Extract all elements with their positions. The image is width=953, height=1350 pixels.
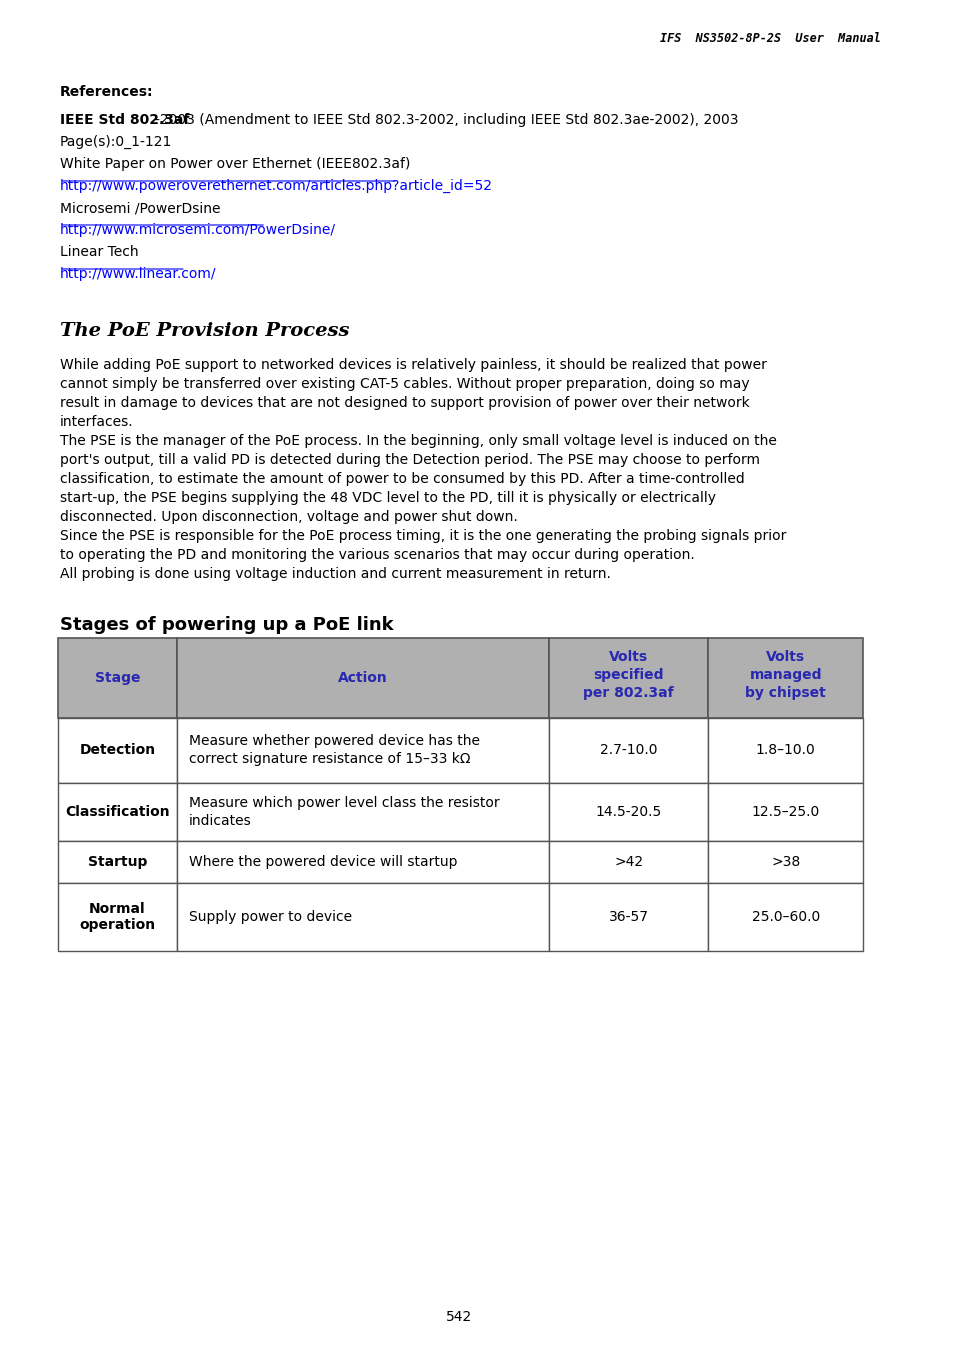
Text: by chipset: by chipset [744,686,825,701]
Bar [58,841,177,883]
Text: per 802.3af: per 802.3af [583,686,674,701]
Text: -2003 (Amendment to IEEE Std 802.3-2002, including IEEE Std 802.3ae-2002), 2003: -2003 (Amendment to IEEE Std 802.3-2002,… [155,113,738,127]
Text: IFS  NS3502-8P-2S  User  Manual: IFS NS3502-8P-2S User Manual [659,32,880,45]
Text: Linear Tech: Linear Tech [60,244,138,259]
Text: 1.8–10.0: 1.8–10.0 [755,744,815,757]
Text: Startup: Startup [88,855,147,869]
Text: start-up, the PSE begins supplying the 48 VDC level to the PD, till it is physic: start-up, the PSE begins supplying the 4… [60,491,715,505]
Text: Supply power to device: Supply power to device [189,910,352,923]
Text: disconnected. Upon disconnection, voltage and power shut down.: disconnected. Upon disconnection, voltag… [60,510,517,524]
Text: 36-57: 36-57 [608,910,648,923]
Text: Measure whether powered device has the: Measure whether powered device has the [189,734,479,748]
Text: The PoE Provision Process: The PoE Provision Process [60,323,349,340]
Text: Classification: Classification [65,805,170,819]
Text: http://www.poweroverethernet.com/articles.php?article_id=52: http://www.poweroverethernet.com/article… [60,180,492,193]
Bar [58,783,177,841]
Text: correct signature resistance of 15–33 kΩ: correct signature resistance of 15–33 kΩ [189,752,470,767]
Bar [708,639,862,718]
Text: Stage: Stage [94,671,140,684]
Bar [708,883,862,950]
Text: Action: Action [337,671,388,684]
Bar [548,639,708,718]
Bar [177,841,548,883]
Text: managed: managed [749,668,821,682]
Text: Detection: Detection [79,744,155,757]
Text: The PSE is the manager of the PoE process. In the beginning, only small voltage : The PSE is the manager of the PoE proces… [60,433,776,448]
Text: Normal
operation: Normal operation [79,902,155,932]
Text: result in damage to devices that are not designed to support provision of power : result in damage to devices that are not… [60,396,749,410]
Bar [177,718,548,783]
Bar [708,718,862,783]
Bar [177,883,548,950]
Text: cannot simply be transferred over existing CAT-5 cables. Without proper preparat: cannot simply be transferred over existi… [60,377,748,392]
Text: Microsemi /PowerDsine: Microsemi /PowerDsine [60,201,220,215]
Text: Stages of powering up a PoE link: Stages of powering up a PoE link [60,616,393,634]
Text: classification, to estimate the amount of power to be consumed by this PD. After: classification, to estimate the amount o… [60,472,743,486]
Text: specified: specified [593,668,663,682]
Text: Page(s):0_1-121: Page(s):0_1-121 [60,135,172,148]
Text: References:: References: [60,85,153,99]
Text: Volts: Volts [765,649,804,664]
Text: White Paper on Power over Ethernet (IEEE802.3af): White Paper on Power over Ethernet (IEEE… [60,157,410,171]
Text: All probing is done using voltage induction and current measurement in return.: All probing is done using voltage induct… [60,567,610,580]
Bar [548,841,708,883]
Text: >38: >38 [770,855,800,869]
Text: 25.0–60.0: 25.0–60.0 [751,910,819,923]
Text: port's output, till a valid PD is detected during the Detection period. The PSE : port's output, till a valid PD is detect… [60,454,759,467]
Text: Where the powered device will startup: Where the powered device will startup [189,855,456,869]
Text: 542: 542 [446,1310,472,1324]
Bar [708,841,862,883]
Bar [708,783,862,841]
Bar [548,718,708,783]
Text: to operating the PD and monitoring the various scenarios that may occur during o: to operating the PD and monitoring the v… [60,548,694,562]
Text: >42: >42 [614,855,642,869]
Bar [58,718,177,783]
Bar [177,639,548,718]
Bar [177,783,548,841]
Bar [548,883,708,950]
Text: Volts: Volts [609,649,648,664]
Text: http://www.linear.com/: http://www.linear.com/ [60,267,216,281]
Bar [58,639,177,718]
Text: Measure which power level class the resistor: Measure which power level class the resi… [189,796,498,810]
Text: indicates: indicates [189,814,251,828]
Text: interfaces.: interfaces. [60,414,133,429]
Text: While adding PoE support to networked devices is relatively painless, it should : While adding PoE support to networked de… [60,358,766,373]
Bar [58,883,177,950]
Text: IEEE Std 802.3af: IEEE Std 802.3af [60,113,189,127]
Text: http://www.microsemi.com/PowerDsine/: http://www.microsemi.com/PowerDsine/ [60,223,335,238]
Bar [548,783,708,841]
Text: 2.7-10.0: 2.7-10.0 [599,744,657,757]
Text: 12.5–25.0: 12.5–25.0 [751,805,819,819]
Text: Since the PSE is responsible for the PoE process timing, it is the one generatin: Since the PSE is responsible for the PoE… [60,529,785,543]
Text: 14.5-20.5: 14.5-20.5 [595,805,661,819]
